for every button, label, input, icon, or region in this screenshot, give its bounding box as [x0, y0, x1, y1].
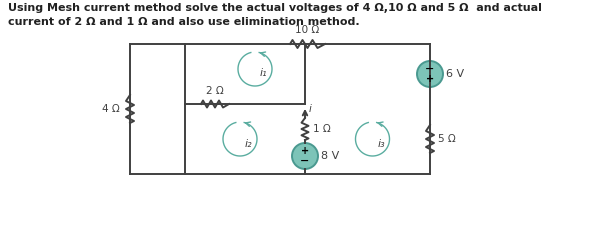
Text: i: i: [309, 104, 312, 114]
Text: i₃: i₃: [378, 139, 385, 149]
Text: −: −: [426, 64, 435, 74]
Text: 8 V: 8 V: [321, 151, 339, 161]
Text: Using Mesh current method solve the actual voltages of 4 Ω,10 Ω and 5 Ω  and act: Using Mesh current method solve the actu…: [8, 3, 542, 13]
Text: 5 Ω: 5 Ω: [438, 134, 456, 144]
Text: current of 2 Ω and 1 Ω and also use elimination method.: current of 2 Ω and 1 Ω and also use elim…: [8, 17, 360, 27]
Text: −: −: [300, 156, 310, 166]
Text: 1 Ω: 1 Ω: [313, 124, 331, 134]
Text: 2 Ω: 2 Ω: [206, 86, 224, 96]
Text: 6 V: 6 V: [446, 69, 464, 79]
Text: i₂: i₂: [245, 139, 252, 149]
Text: i₁: i₁: [260, 68, 268, 78]
Text: 10 Ω: 10 Ω: [296, 25, 320, 35]
Text: +: +: [301, 146, 309, 156]
Circle shape: [292, 143, 318, 169]
Text: 4 Ω: 4 Ω: [102, 104, 120, 114]
Text: +: +: [426, 74, 434, 84]
Circle shape: [417, 61, 443, 87]
